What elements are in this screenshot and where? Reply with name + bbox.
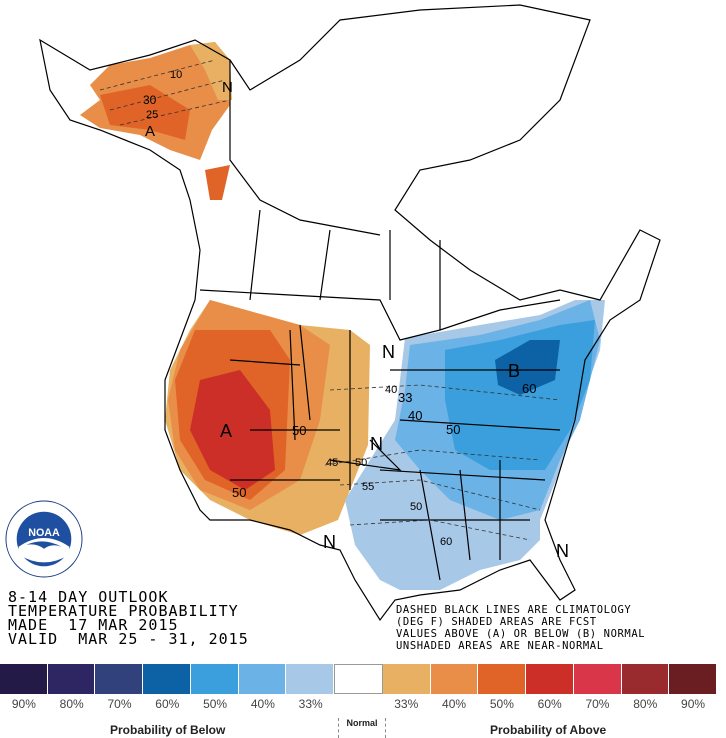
east-50-label: 50 [410, 501, 422, 513]
east-b-label: B [508, 361, 520, 381]
southeast-n-label: N [556, 541, 569, 561]
east-below-shading [345, 300, 605, 590]
legend-tick-4: 50% [203, 697, 228, 711]
legend-swatch-6 [286, 664, 335, 694]
central-50-label: 50 [446, 422, 460, 437]
alaska-above-shading [80, 42, 232, 200]
central-40b-label: 40 [408, 408, 422, 423]
legend-tick-1: 80% [59, 697, 84, 711]
legend-tick-6: 33% [298, 697, 323, 711]
central-n2-label: N [370, 434, 383, 454]
legend-swatch-4 [190, 664, 239, 694]
alaska-25-label: 25 [146, 109, 158, 121]
legend-swatch-9 [430, 664, 479, 694]
legend-tick-3: 60% [155, 697, 180, 711]
central-55-label: 55 [362, 481, 374, 493]
legend-swatch-1 [47, 664, 96, 694]
coastlines [39, 4, 661, 622]
climatology-lines [99, 59, 561, 541]
noaa-logo: NOAA [5, 500, 83, 578]
noaa-logo-text: NOAA [28, 527, 60, 539]
legend-tick-8: 33% [394, 697, 419, 711]
legend-tick-5: 40% [250, 697, 275, 711]
above-caption: Probability of Above [490, 723, 607, 737]
legend-swatch-10 [478, 664, 527, 694]
legend-swatch-13 [621, 664, 670, 694]
probability-legend [0, 664, 718, 694]
legend-tick-0: 90% [11, 697, 36, 711]
below-caption: Probability of Below [110, 723, 226, 737]
note-line-2: (DEG F) SHADED AREAS ARE FCST [396, 616, 597, 628]
legend-tick-13: 80% [633, 697, 658, 711]
west-45-label: 45 [326, 457, 338, 469]
central-33-label: 33 [398, 390, 412, 405]
note-line-3: VALUES ABOVE (A) OR BELOW (B) NORMAL [396, 628, 646, 640]
east-60-label: 60 [522, 381, 536, 396]
legend-swatch-2 [95, 664, 144, 694]
legend-swatch-14 [669, 664, 718, 694]
legend-swatch-12 [573, 664, 622, 694]
title-line-4: VALID MAR 25 - 31, 2015 [8, 630, 249, 648]
alaska-n-label: N [222, 79, 233, 96]
map-notes: DASHED BLACK LINES ARE CLIMATOLOGY (DEG … [396, 604, 645, 652]
legend-swatch-11 [526, 664, 574, 694]
south-n-label: N [323, 532, 336, 552]
alaska-10-label: 10 [170, 69, 182, 81]
title-line-1: 8-14 DAY OUTLOOK [8, 588, 169, 606]
normal-caption: Normal [338, 718, 386, 738]
alaska-a-label: A [145, 123, 155, 140]
west-a-label: A [220, 421, 232, 441]
legend-tick-9: 40% [442, 697, 467, 711]
outlook-title-block: 8-14 DAY OUTLOOK TEMPERATURE PROBABILITY… [8, 588, 249, 648]
legend-tick-14: 90% [681, 697, 706, 711]
title-line-2: TEMPERATURE PROBABILITY [8, 602, 239, 620]
central-40-label: 40 [385, 384, 397, 396]
note-line-1: DASHED BLACK LINES ARE CLIMATOLOGY [396, 604, 632, 616]
legend-swatch-0 [0, 664, 48, 694]
title-line-3: MADE 17 MAR 2015 [8, 616, 179, 634]
legend-swatch-8 [382, 664, 431, 694]
west-50b-label: 50 [232, 485, 246, 500]
west-50-label: 50 [292, 423, 306, 438]
legend-tick-7 [335, 697, 383, 711]
legend-tick-11: 60% [537, 697, 562, 711]
east-60b-label: 60 [440, 536, 452, 548]
note-line-4: UNSHADED AREAS ARE NEAR-NORMAL [396, 640, 604, 652]
legend-ticks: 90% 80% 70% 60% 50% 40% 33% 33% 40% 50% 60% 70% 80% 9… [0, 697, 717, 711]
west-50c-label: 50 [355, 457, 367, 469]
legend-tick-10: 50% [489, 697, 514, 711]
legend-swatch-5 [238, 664, 287, 694]
legend-swatch-3 [143, 664, 191, 694]
west-above-shading [165, 300, 370, 535]
central-n-label: N [382, 342, 395, 362]
legend-tick-2: 70% [107, 697, 132, 711]
alaska-30-label: 30 [143, 93, 157, 107]
temperature-outlook-map: N 10 30 25 A A 50 50 45 50 N N 40 33 40 … [39, 4, 661, 622]
legend-swatch-7 [334, 664, 383, 694]
legend-tick-12: 70% [585, 697, 610, 711]
